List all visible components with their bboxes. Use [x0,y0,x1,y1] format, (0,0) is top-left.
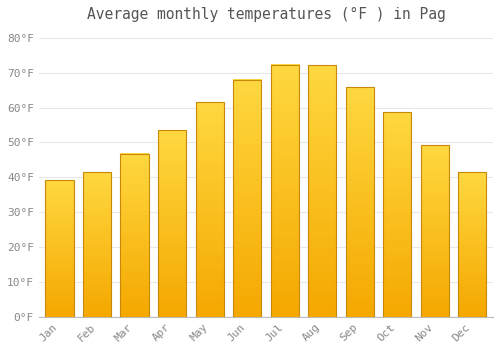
Bar [120,154,148,317]
Bar [308,65,336,317]
Bar [83,172,111,317]
Bar [233,79,261,317]
Bar [421,145,449,317]
Bar [346,87,374,317]
Bar [458,172,486,317]
Bar [46,180,74,317]
Title: Average monthly temperatures (°F ) in Pag: Average monthly temperatures (°F ) in Pa… [86,7,446,22]
Bar [158,130,186,317]
Bar [270,65,299,317]
Bar [383,112,412,317]
Bar [196,102,224,317]
